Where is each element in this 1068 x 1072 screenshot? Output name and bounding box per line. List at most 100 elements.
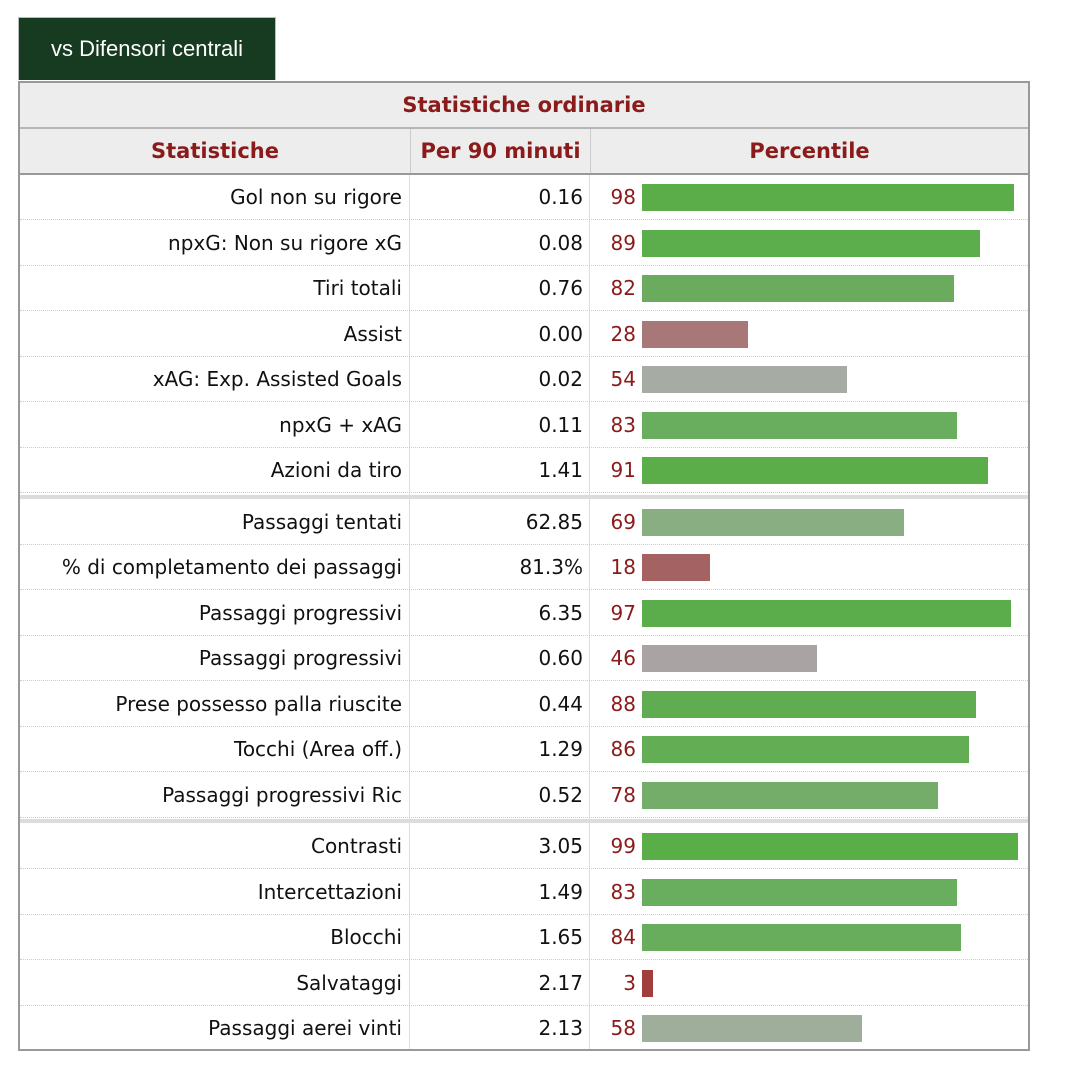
percentile-bar <box>642 184 1014 211</box>
per90-value: 1.65 <box>538 925 583 949</box>
header-statistiche[interactable]: Statistiche <box>151 139 279 163</box>
column-divider <box>589 175 590 1049</box>
per90-value: 0.02 <box>538 367 583 391</box>
stat-label: Blocchi <box>330 925 402 949</box>
percentile-bar <box>642 508 904 536</box>
table-row: xAG: Exp. Assisted Goals 0.02 54 <box>20 357 1028 402</box>
percentile-value: 69 <box>610 509 636 534</box>
per90-value: 2.13 <box>538 1016 583 1040</box>
percentile-bar <box>642 690 976 718</box>
percentile-value: 18 <box>610 555 636 579</box>
group-separator <box>20 819 1028 823</box>
table-row: Passaggi aerei vinti 2.13 58 <box>20 1006 1028 1051</box>
header-per-90-minuti[interactable]: Per 90 minuti <box>410 129 590 173</box>
table-row: Passaggi progressivi 6.35 97 <box>20 591 1028 636</box>
stat-label: Passaggi tentati <box>241 509 402 534</box>
per90-value: 0.16 <box>538 185 583 209</box>
percentile-value: 28 <box>610 321 636 346</box>
stat-label: Contrasti <box>310 834 402 858</box>
tab-vs-difensori-centrali[interactable]: vs Difensori centrali <box>18 17 276 80</box>
percentile-bar <box>642 554 710 581</box>
table-row: Contrasti 3.05 99 <box>20 824 1028 869</box>
stat-label: Tocchi (Area off.) <box>234 737 402 761</box>
percentile-bar <box>642 833 1018 860</box>
table-row: Salvataggi 2.17 3 <box>20 961 1028 1006</box>
percentile-bar <box>642 229 980 257</box>
stat-label: npxG: Non su rigore xG <box>168 230 402 255</box>
percentile-bar <box>642 736 969 763</box>
table-row: npxG: Non su rigore xG 0.08 89 <box>20 221 1028 266</box>
percentile-value: 83 <box>610 412 636 437</box>
percentile-bar <box>642 878 957 906</box>
percentile-value: 98 <box>610 185 636 209</box>
table-row: Passaggi tentati 62.85 69 <box>20 500 1028 545</box>
percentile-bar <box>642 275 954 302</box>
stat-label: Salvataggi <box>296 970 402 995</box>
table-row: Gol non su rigore 0.16 98 <box>20 175 1028 220</box>
percentile-value: 86 <box>610 737 636 761</box>
table-header: Statistiche Per 90 minuti Percentile <box>20 129 1028 175</box>
percentile-value: 88 <box>610 691 636 716</box>
per90-value: 0.76 <box>538 276 583 300</box>
table-row: Blocchi 1.65 84 <box>20 915 1028 960</box>
percentile-value: 89 <box>610 230 636 255</box>
table-row: Passaggi progressivi 0.60 46 <box>20 636 1028 681</box>
per90-value: 1.29 <box>538 737 583 761</box>
percentile-bar <box>642 320 748 348</box>
table-row: Tocchi (Area off.) 1.29 86 <box>20 727 1028 772</box>
stat-label: Passaggi progressivi <box>198 600 402 625</box>
percentile-value: 97 <box>610 600 636 625</box>
stat-label: xAG: Exp. Assisted Goals <box>152 367 402 391</box>
per90-value: 1.41 <box>538 458 583 482</box>
stat-label: npxG + xAG <box>279 412 402 437</box>
percentile-value: 58 <box>610 1016 636 1040</box>
stat-label: Passaggi progressivi Ric <box>162 782 402 807</box>
percentile-bar <box>642 366 847 393</box>
percentile-value: 46 <box>610 646 636 670</box>
percentile-bar <box>642 924 961 951</box>
percentile-bar <box>642 645 817 672</box>
header-percentile[interactable]: Percentile <box>590 129 1028 173</box>
per90-value: 0.44 <box>538 691 583 716</box>
group-separator <box>20 494 1028 499</box>
per90-value: 0.00 <box>538 321 583 346</box>
stat-label: Assist <box>343 321 402 346</box>
tab-label: vs Difensori centrali <box>51 36 243 61</box>
percentile-value: 3 <box>623 970 636 995</box>
per90-value: 62.85 <box>525 509 583 534</box>
percentile-bar <box>642 781 938 809</box>
table-caption: Statistiche ordinarie <box>20 83 1028 129</box>
table-row: % di completamento dei passaggi 81.3% 18 <box>20 545 1028 590</box>
percentile-value: 83 <box>610 879 636 904</box>
table-row: Passaggi progressivi Ric 0.52 78 <box>20 773 1028 818</box>
per90-value: 0.08 <box>538 230 583 255</box>
table-row: Assist 0.00 28 <box>20 312 1028 357</box>
percentile-value: 82 <box>610 276 636 300</box>
percentile-value: 84 <box>610 925 636 949</box>
per90-value: 2.17 <box>538 970 583 995</box>
per90-value: 0.11 <box>538 412 583 437</box>
per90-value: 6.35 <box>538 600 583 625</box>
stat-label: Intercettazioni <box>257 879 402 904</box>
percentile-bar <box>642 411 957 439</box>
percentile-value: 91 <box>610 458 636 482</box>
per90-value: 1.49 <box>538 879 583 904</box>
per90-value: 81.3% <box>519 555 583 579</box>
table-row: Intercettazioni 1.49 83 <box>20 870 1028 915</box>
stat-label: Passaggi aerei vinti <box>208 1016 402 1040</box>
stat-label: Gol non su rigore <box>230 185 402 209</box>
percentile-bar <box>642 599 1011 627</box>
table-row: Azioni da tiro 1.41 91 <box>20 448 1028 493</box>
table-row: Tiri totali 0.76 82 <box>20 266 1028 311</box>
column-divider <box>409 175 410 1049</box>
per90-value: 0.60 <box>538 646 583 670</box>
percentile-bar <box>642 969 653 997</box>
percentile-value: 78 <box>610 782 636 807</box>
percentile-bar <box>642 457 988 484</box>
per90-value: 3.05 <box>538 834 583 858</box>
table-row: Prese possesso palla riuscite 0.44 88 <box>20 682 1028 727</box>
table-row: npxG + xAG 0.11 83 <box>20 403 1028 448</box>
percentile-value: 54 <box>610 367 636 391</box>
stat-label: Prese possesso palla riuscite <box>115 691 402 716</box>
percentile-value: 99 <box>610 834 636 858</box>
